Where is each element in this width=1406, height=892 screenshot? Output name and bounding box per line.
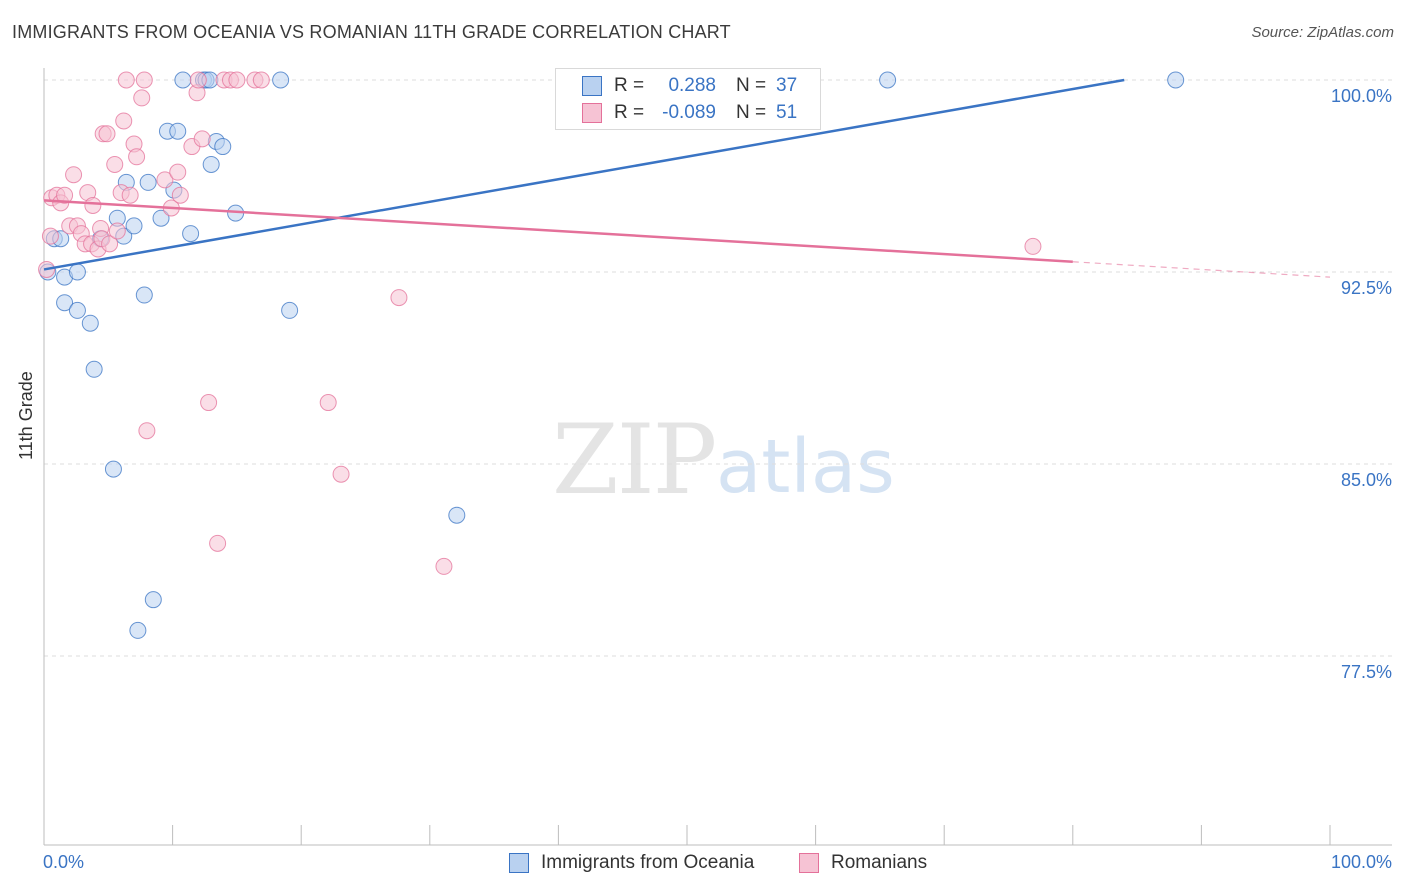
romanians-point-46 [319,394,337,412]
oceania-point-19 [152,209,170,227]
oceania-point-32 [272,71,290,89]
chart-title: IMMIGRANTS FROM OCEANIA VS ROMANIAN 11TH… [12,22,731,42]
oceania-point-30 [214,138,232,156]
romanians-point-24 [117,71,135,89]
y-axis-label: 11th Grade [16,371,36,460]
oceania-n-value: 37 [776,75,798,96]
x-tick-label-min: 0.0% [43,852,85,872]
n-label: N = [736,75,767,96]
romanians-point-34 [171,186,189,204]
oceania-point-34 [448,506,466,524]
stats-row-romanians: R = -0.089 N = 51 [582,100,797,126]
oceania-point-10 [104,460,122,478]
romanians-point-20 [106,155,124,173]
romanians-trend-extension [1072,261,1331,278]
romanians-point-38 [193,130,211,148]
romanians-point-47 [332,465,350,483]
romanians-point-48 [390,289,408,307]
romanians-point-30 [138,422,156,440]
oceania-point-28 [202,155,220,173]
oceania-point-7 [81,314,99,332]
romanians-point-28 [133,89,151,107]
oceania-point-17 [139,173,157,191]
oceania-trend-line [43,78,1125,271]
x-tick-label-max: 100.0% [1330,852,1392,872]
oceania-r-value: 0.288 [668,75,716,96]
watermark-zip: ZIP [552,404,717,516]
romanians-point-37 [189,71,207,89]
oceania-point-4 [56,294,74,312]
romanians-swatch [582,103,602,123]
romanians-point-45 [252,71,270,89]
romanians-legend-swatch [799,853,819,873]
romanians-r-value: -0.089 [662,102,716,123]
n-label: N = [736,102,767,123]
y-tick-label-0: 100.0% [1330,86,1392,106]
oceania-point-14 [125,217,143,235]
romanians-point-39 [200,394,218,412]
romanians-legend-label: Romanians [831,852,928,873]
romanians-point-19 [101,235,119,253]
romanians-point-33 [169,163,187,181]
oceania-point-35 [879,71,897,89]
romanians-point-25 [121,186,139,204]
y-tick-label-3: 77.5% [1340,662,1392,682]
watermark-atlas: atlas [716,424,895,510]
romanians-point-21 [108,222,126,240]
stats-legend: R = 0.288 N = 37 R = -0.089 N = 51 [555,68,821,130]
romanians-point-23 [115,112,133,130]
legend-item-oceania[interactable]: Immigrants from Oceania [509,852,754,874]
series-legend: Immigrants from Oceania Romanians [0,852,1406,878]
romanians-point-49 [435,557,453,575]
oceania-point-23 [174,71,192,89]
romanians-point-13 [84,196,102,214]
romanians-point-50 [1024,237,1042,255]
oceania-point-6 [68,301,86,319]
y-tick-label-2: 85.0% [1340,470,1392,490]
oceania-point-5 [68,263,86,281]
r-label: R = [614,75,645,96]
romanians-point-43 [228,71,246,89]
oceania-point-36 [1167,71,1185,89]
romanians-trend-line [43,199,1073,264]
romanians-point-18 [98,125,116,143]
oceania-legend-label: Immigrants from Oceania [541,852,755,873]
romanians-point-40 [209,534,227,552]
oceania-point-18 [144,591,162,609]
r-label: R = [614,102,645,123]
oceania-point-33 [281,301,299,319]
romanians-point-5 [56,186,74,204]
romanians-n-value: 51 [776,102,798,123]
y-tick-label-1: 92.5% [1340,278,1392,298]
oceania-point-22 [169,122,187,140]
oceania-swatch [582,76,602,96]
romanians-point-27 [128,148,146,166]
oceania-point-8 [85,360,103,378]
source-label: Source: ZipAtlas.com [1251,24,1394,41]
romanians-point-7 [65,166,83,184]
romanians-point-1 [41,227,59,245]
romanians-point-31 [156,171,174,189]
oceania-legend-swatch [509,853,529,873]
oceania-point-24 [182,225,200,243]
legend-item-romanians[interactable]: Romanians [799,852,927,874]
romanians-point-29 [135,71,153,89]
oceania-point-16 [135,286,153,304]
oceania-point-15 [129,621,147,639]
stats-row-oceania: R = 0.288 N = 37 [582,73,797,99]
